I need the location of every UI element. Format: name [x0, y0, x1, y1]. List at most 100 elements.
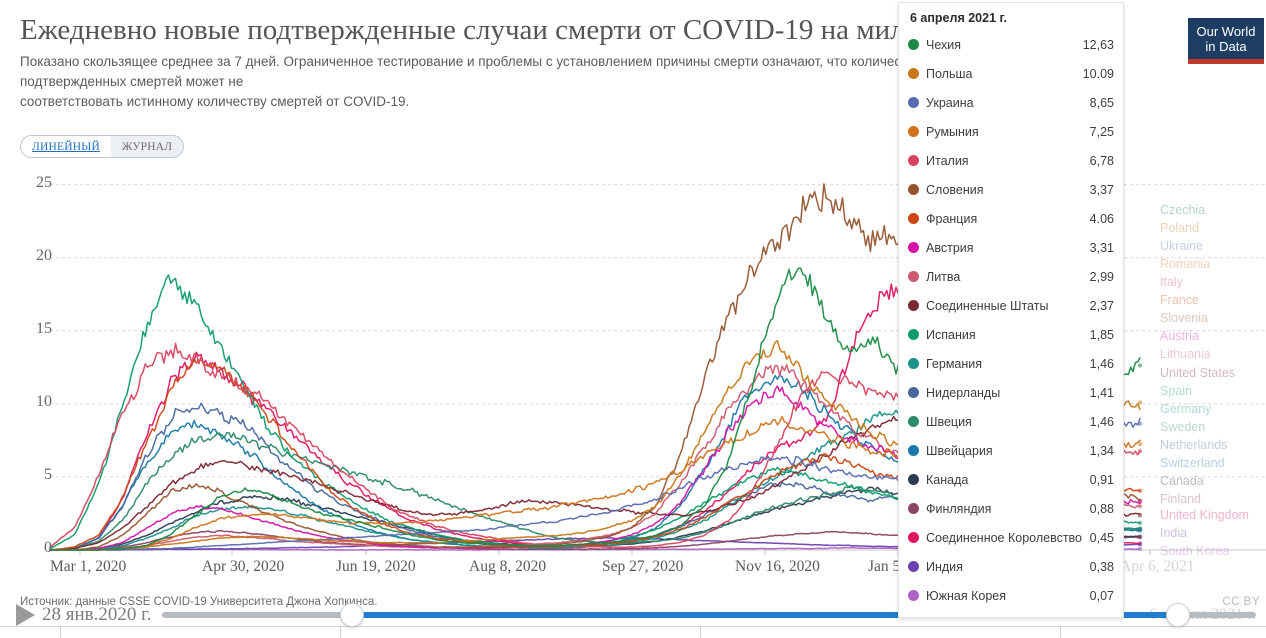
- tooltip-series-value: 1,46: [1089, 356, 1114, 371]
- tooltip-series-name: Польша: [926, 66, 973, 81]
- tooltip-series-value: 1,41: [1089, 385, 1114, 400]
- y-axis-tick-label: 5: [44, 465, 52, 483]
- series-color-dot: [908, 242, 919, 253]
- x-axis-tick-label: Sep 27, 2020: [602, 558, 684, 575]
- tooltip-row: Испания 1,85: [908, 320, 1114, 349]
- series-endpoint-marker: [1137, 488, 1143, 493]
- page-bottom-strip: [0, 626, 1266, 638]
- tooltip-series-name: Франция: [926, 211, 978, 226]
- timeline-handle-start[interactable]: [339, 603, 364, 627]
- x-axis-tick-label: Nov 16, 2020: [735, 558, 820, 575]
- series-color-dot: [908, 155, 919, 166]
- license-label[interactable]: CC BY: [1222, 596, 1260, 608]
- tooltip-series-value: 3,31: [1089, 240, 1114, 255]
- y-axis-tick-label: 25: [36, 173, 52, 191]
- tooltip-row: Швейцария 1,34: [908, 436, 1114, 465]
- subtitle-line-1: Показано скользящее среднее за 7 дней. О…: [20, 54, 922, 69]
- tooltip-series-name: Словения: [926, 182, 984, 197]
- series-label[interactable]: Spain: [1160, 384, 1192, 398]
- series-label[interactable]: South Korea: [1160, 544, 1230, 558]
- series-label[interactable]: Ukraine: [1160, 239, 1204, 253]
- series-endpoint-marker: [1137, 542, 1143, 547]
- timeline-handle-end[interactable]: [1166, 603, 1190, 627]
- series-label[interactable]: United States: [1160, 366, 1236, 380]
- tooltip-series-name: Соединенные Штаты: [926, 298, 1049, 313]
- scale-option-linear[interactable]: ЛИНЕЙНЫЙ: [21, 136, 111, 157]
- tooltip-series-value: 0,45: [1089, 530, 1114, 545]
- y-axis-tick-label: 15: [36, 319, 52, 337]
- tooltip-series-value: 10.09: [1082, 66, 1114, 81]
- page-title: Ежедневно новые подтвержденные случаи см…: [20, 14, 1069, 46]
- tooltip-series-name: Швеция: [926, 414, 972, 429]
- tooltip-series-value: 1,46: [1089, 414, 1114, 429]
- series-label[interactable]: Romania: [1160, 257, 1211, 271]
- tooltip-series-value: 7,25: [1089, 124, 1114, 139]
- subtitle-line-2: подтвержденных смертей может не: [20, 74, 244, 89]
- series-label[interactable]: Germany: [1160, 402, 1212, 416]
- tooltip-series-name: Чехия: [926, 37, 962, 52]
- series-label[interactable]: India: [1160, 526, 1188, 540]
- series-color-dot: [908, 97, 919, 108]
- tooltip-series-name: Канада: [926, 472, 969, 487]
- tooltip-row: Украина 8,65: [908, 88, 1114, 117]
- tooltip-series-value: 0,38: [1089, 559, 1114, 574]
- series-color-dot: [908, 68, 919, 79]
- tooltip-series-name: Индия: [926, 559, 963, 574]
- series-color-dot: [908, 474, 919, 485]
- tooltip-series-name: Украина: [926, 95, 974, 110]
- tooltip-row: Чехия 12,63: [908, 30, 1114, 59]
- series-label[interactable]: Netherlands: [1160, 438, 1228, 452]
- series-label[interactable]: Slovenia: [1160, 311, 1208, 325]
- series-label[interactable]: Czechia: [1160, 203, 1206, 217]
- tooltip-row: Финляндия 0,88: [908, 494, 1114, 523]
- tooltip-series-name: Южная Корея: [926, 588, 1006, 603]
- owid-logo-line-1: Our World: [1196, 23, 1256, 39]
- series-color-dot: [908, 503, 919, 514]
- series-color-dot: [908, 590, 919, 601]
- series-endpoint-marker: [1137, 400, 1143, 405]
- series-color-dot: [908, 39, 919, 50]
- tooltip-series-name: Финляндия: [926, 501, 992, 516]
- tooltip-row: Индия 0,38: [908, 552, 1114, 581]
- scale-option-log[interactable]: ЖУРНАЛ: [110, 136, 184, 157]
- timeline-start-date: 28 янв.2020 г.: [42, 604, 152, 625]
- timeline-control[interactable]: 28 янв.2020 г.: [16, 600, 1256, 630]
- series-label[interactable]: Lithuania: [1160, 347, 1211, 361]
- play-icon[interactable]: [16, 604, 35, 626]
- series-color-dot: [908, 126, 919, 137]
- timeline-track[interactable]: [161, 603, 1256, 627]
- tooltip-row: Франция 4.06: [908, 204, 1114, 233]
- series-endpoint-marker: [1137, 363, 1143, 368]
- tooltip-series-name: Нидерланды: [926, 385, 1001, 400]
- series-label[interactable]: Austria: [1160, 329, 1199, 343]
- x-axis-tick-label: Mar 1, 2020: [50, 558, 127, 575]
- x-axis-tick-label: Aug 8, 2020: [469, 558, 547, 575]
- series-label[interactable]: Switzerland: [1160, 456, 1225, 470]
- y-axis-tick-label: 20: [36, 246, 52, 264]
- series-endpoint-marker: [1137, 499, 1143, 504]
- series-label[interactable]: Sweden: [1160, 420, 1206, 434]
- series-label[interactable]: Finland: [1160, 492, 1201, 506]
- tooltip-row: Румыния 7,25: [908, 117, 1114, 146]
- tooltip-series-name: Соединенное Королевство: [926, 530, 1083, 545]
- source-note[interactable]: Источник: данные CSSE COVID-19 Университ…: [20, 596, 378, 608]
- series-endpoint-marker: [1137, 520, 1143, 526]
- series-endpoint-marker: [1137, 441, 1143, 447]
- owid-logo[interactable]: Our World in Data: [1188, 18, 1264, 64]
- series-label[interactable]: Italy: [1160, 275, 1183, 289]
- series-label[interactable]: Canada: [1160, 474, 1204, 488]
- series-label[interactable]: France: [1160, 293, 1199, 307]
- tooltip-series-value: 4.06: [1089, 211, 1114, 226]
- series-label[interactable]: United Kingdom: [1160, 508, 1249, 522]
- tooltip-row: Италия 6,78: [908, 146, 1114, 175]
- x-axis-tick-label: Apr 6, 2021: [1120, 558, 1195, 575]
- x-axis-tick-label: Jun 19, 2020: [336, 558, 416, 575]
- y-axis-tick-label: 10: [36, 392, 52, 410]
- chart-subtitle: Показано скользящее среднее за 7 дней. О…: [20, 52, 1180, 112]
- scale-toggle[interactable]: ЛИНЕЙНЫЙ ЖУРНАЛ: [20, 135, 185, 158]
- subtitle-line-3: соответствовать истинному количеству сме…: [20, 94, 410, 109]
- tooltip-series-name: Италия: [926, 153, 969, 168]
- tooltip-row: Швеция 1,46: [908, 407, 1114, 436]
- series-label[interactable]: Poland: [1160, 221, 1199, 235]
- tooltip-series-name: Литва: [926, 269, 961, 284]
